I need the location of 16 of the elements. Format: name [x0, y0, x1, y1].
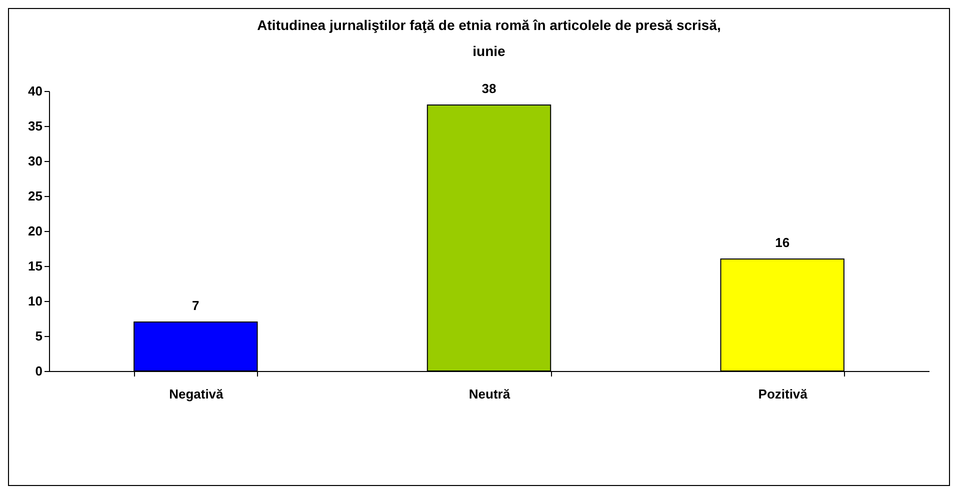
- y-tick-label: 35: [28, 118, 42, 134]
- x-tick-label: Pozitivă: [758, 386, 808, 402]
- data-label: 16: [775, 235, 790, 250]
- y-tick-label: 25: [28, 188, 42, 204]
- y-tick-label: 30: [28, 154, 42, 168]
- y-tick-label: 15: [28, 258, 42, 274]
- data-label: 38: [482, 81, 496, 96]
- y-tick-label: 0: [35, 364, 42, 378]
- chart-title: Atitudinea jurnaliştilor faţă de etnia romă în articolele de presă scrisă, iunie: [257, 17, 721, 59]
- x-tick-label: Negativă: [169, 386, 224, 402]
- y-tick-label: 20: [28, 224, 42, 238]
- y-tick-label: 40: [28, 84, 42, 98]
- data-label: 7: [192, 298, 200, 313]
- x-tick-label: Neutră: [468, 386, 511, 402]
- y-tick-label: 10: [28, 294, 42, 308]
- y-tick-label: 5: [35, 328, 42, 344]
